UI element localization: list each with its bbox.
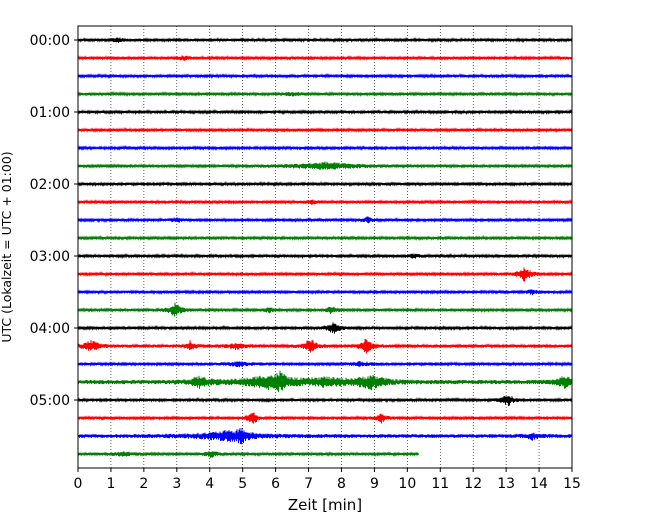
y-axis-ticks: 00:00 01:00 02:00 03:00 04:00 05:00 (30, 33, 78, 409)
trace-0530 (77, 427, 573, 445)
x-tick-label-9: 9 (370, 476, 379, 492)
x-tick-label-8: 8 (337, 476, 346, 492)
x-tick-label-0: 0 (74, 476, 83, 492)
x-tick-label-12: 12 (464, 476, 482, 492)
trace-0100 (77, 108, 573, 116)
trace-0000 (77, 36, 573, 44)
x-tick-label-2: 2 (139, 476, 148, 492)
trace-0515 (77, 412, 573, 424)
trace-0445 (77, 370, 573, 392)
trace-0215 (77, 198, 573, 206)
trace-0500 (77, 395, 573, 407)
plot-frame (77, 25, 573, 469)
trace-0245 (77, 235, 573, 241)
seismic-traces (77, 36, 573, 458)
trace-0430 (77, 360, 573, 368)
y-tick-label-0500: 05:00 (30, 393, 70, 409)
x-axis-ticks: 0 1 2 3 4 5 6 7 8 9 10 11 12 13 14 15 (74, 468, 581, 492)
trace-0015 (77, 54, 573, 62)
trace-0200 (77, 180, 573, 188)
trace-0115 (77, 126, 573, 134)
trace-0330 (77, 288, 573, 296)
x-tick-label-11: 11 (431, 476, 449, 492)
trace-0345 (77, 302, 573, 317)
x-tick-label-15: 15 (563, 476, 581, 492)
x-tick-label-4: 4 (205, 476, 214, 492)
x-tick-label-6: 6 (271, 476, 280, 492)
x-tick-label-10: 10 (398, 476, 416, 492)
trace-0545 (77, 450, 419, 458)
trace-0030 (77, 72, 573, 80)
y-tick-label-0000: 00:00 (30, 33, 70, 49)
trace-0415 (77, 338, 573, 354)
trace-0300 (77, 252, 573, 260)
x-tick-label-3: 3 (172, 476, 181, 492)
y-tick-label-0100: 01:00 (30, 105, 70, 121)
y-tick-label-0200: 02:00 (30, 177, 70, 193)
x-tick-label-5: 5 (238, 476, 247, 492)
x-axis-label: Zeit [min] (288, 496, 362, 514)
x-tick-label-1: 1 (106, 476, 115, 492)
x-tick-label-13: 13 (497, 476, 515, 492)
y-tick-label-0300: 03:00 (30, 249, 70, 265)
trace-0130 (77, 145, 573, 151)
trace-0230 (77, 216, 573, 224)
y-axis-label: UTC (Lokalzeit = UTC + 01:00) (0, 151, 14, 342)
y-tick-label-0400: 04:00 (30, 321, 70, 337)
trace-0145 (77, 161, 573, 170)
trace-0400 (77, 322, 573, 334)
x-tick-label-14: 14 (530, 476, 548, 492)
trace-0045 (77, 90, 573, 98)
x-tick-label-7: 7 (304, 476, 313, 492)
trace-0315 (77, 267, 573, 282)
